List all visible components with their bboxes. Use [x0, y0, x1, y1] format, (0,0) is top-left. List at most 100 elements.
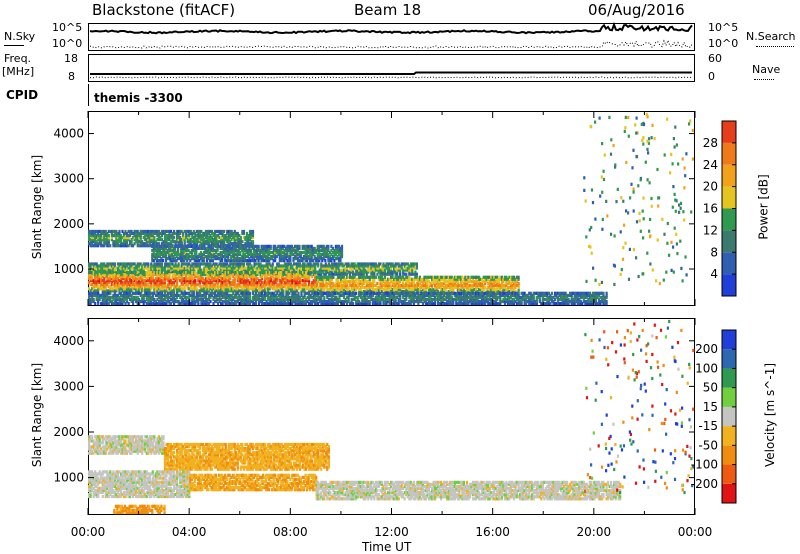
cell: [298, 268, 302, 272]
cell: [217, 283, 220, 287]
cell: [223, 240, 226, 244]
cell: [141, 281, 144, 285]
cell: [91, 240, 94, 244]
cell: [191, 271, 194, 275]
cell: [310, 252, 313, 257]
cell: [264, 273, 267, 277]
cell: [306, 252, 309, 257]
cell: [315, 271, 318, 275]
cell: [104, 271, 107, 275]
cell: [515, 283, 519, 287]
cell: [364, 268, 367, 272]
cell: [352, 275, 355, 279]
cell: [139, 231, 142, 236]
cell: [236, 255, 239, 259]
cell: [130, 293, 133, 297]
cell: [282, 277, 285, 281]
cell: [394, 266, 397, 270]
cell: [154, 240, 157, 244]
cell: [385, 281, 388, 285]
cell: [121, 273, 124, 277]
cell: [399, 289, 402, 294]
cell: [329, 283, 332, 287]
cell: [320, 279, 323, 283]
cell: [190, 248, 193, 253]
cell: [440, 275, 443, 279]
cell: [355, 283, 358, 287]
cell: [101, 293, 104, 297]
cell: [323, 275, 326, 279]
cell: [295, 255, 298, 259]
cell: [121, 297, 124, 301]
cell: [262, 285, 265, 289]
cell: [162, 273, 165, 277]
cell: [230, 273, 233, 277]
cell: [97, 279, 100, 283]
cell: [245, 285, 248, 289]
cell: [274, 257, 277, 261]
cell: [224, 279, 227, 283]
cell: [159, 275, 162, 279]
cell: [148, 240, 151, 244]
cell: [253, 281, 256, 285]
cell: [194, 283, 197, 287]
cell: [226, 268, 229, 272]
cell: [210, 281, 214, 285]
cell: [237, 246, 240, 250]
cell: [262, 257, 265, 261]
cell: [273, 277, 276, 281]
cell: [233, 277, 236, 281]
cell: [225, 246, 228, 250]
cell: [336, 250, 339, 255]
cell: [252, 244, 256, 248]
cell: [482, 285, 485, 290]
cell: [251, 285, 255, 289]
cell: [109, 277, 112, 281]
cell: [238, 238, 241, 242]
cell: [224, 238, 227, 242]
cell: [281, 255, 284, 259]
cell: [370, 275, 373, 279]
cell: [479, 289, 482, 294]
cell: [304, 252, 307, 257]
cell: [115, 295, 118, 299]
cell: [514, 283, 517, 287]
cell: [270, 271, 273, 275]
cell: [264, 289, 267, 293]
cell: [311, 289, 314, 293]
cell: [224, 248, 227, 253]
cell: [288, 279, 291, 283]
cell: [203, 242, 206, 246]
cell: [189, 279, 192, 283]
cell: [174, 277, 177, 281]
cell: [162, 285, 165, 289]
cell: [160, 299, 163, 304]
cell: [242, 255, 245, 259]
cell: [119, 297, 123, 301]
cell: [153, 229, 156, 234]
cell: [214, 283, 217, 287]
cell: [183, 287, 186, 291]
cell: [350, 285, 353, 290]
cell: [221, 283, 224, 287]
cell: [230, 259, 233, 263]
cell: [299, 250, 303, 255]
cell: [217, 289, 220, 293]
cell: [115, 234, 118, 238]
cell: [399, 270, 402, 274]
cell: [147, 275, 150, 279]
cell: [411, 287, 414, 292]
cell: [335, 289, 338, 294]
cell: [183, 255, 186, 259]
cell: [426, 281, 429, 285]
cell: [418, 289, 421, 294]
cell: [365, 289, 368, 294]
cell: [213, 257, 216, 261]
cell: [377, 266, 380, 270]
cell: [359, 279, 362, 283]
cell: [279, 285, 282, 289]
cell: [106, 291, 109, 295]
cell: [116, 287, 119, 291]
cell: [160, 252, 163, 257]
cell: [241, 275, 244, 279]
